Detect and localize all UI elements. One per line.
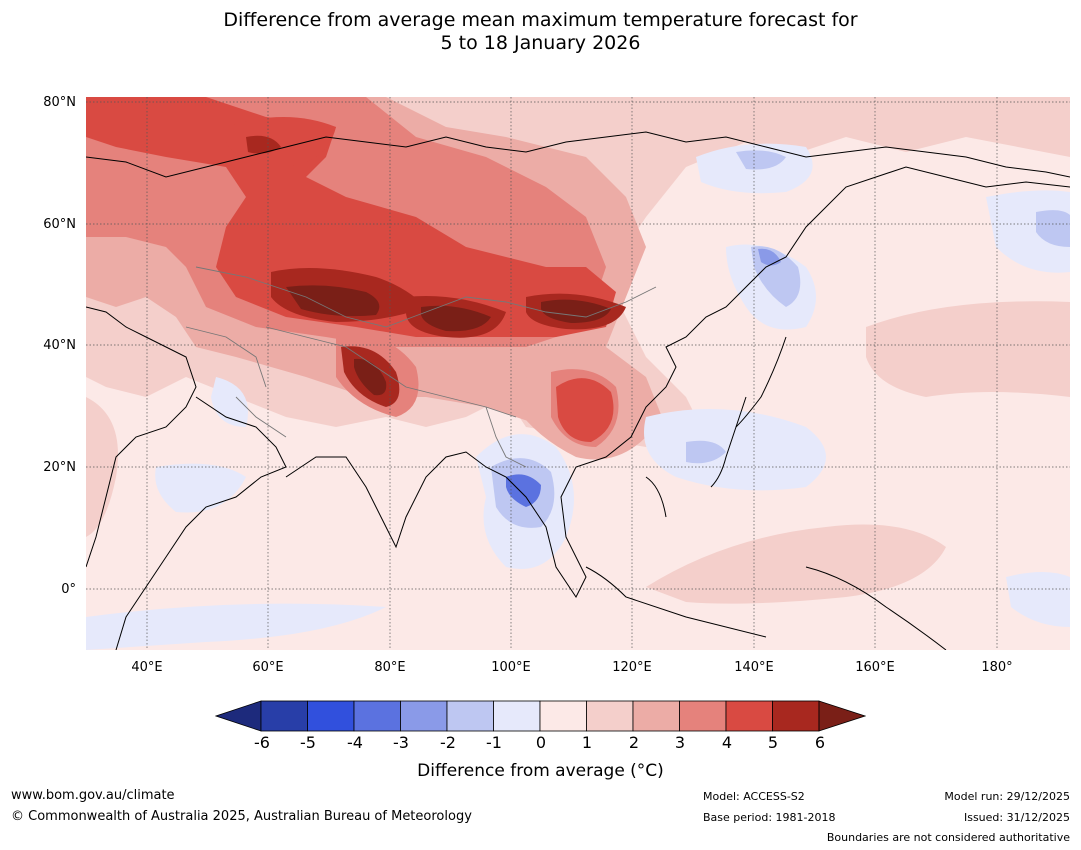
- temperature-anomaly-map[interactable]: [86, 97, 1070, 650]
- colorbar-cell: [539, 700, 587, 732]
- colorbar-tick: -1: [486, 733, 502, 752]
- graticule: [86, 97, 1070, 650]
- lat-label-80n: 80°N: [43, 95, 76, 110]
- colorbar-tick: -2: [440, 733, 456, 752]
- anomaly-over6-b: [421, 305, 491, 332]
- title-line-1: Difference from average mean maximum tem…: [223, 9, 858, 31]
- anomaly-1to2-west: [86, 397, 118, 537]
- anomaly-1to2-east: [646, 524, 946, 604]
- colorbar-label: Difference from average (°C): [417, 761, 664, 781]
- title-line-2: 5 to 18 January 2026: [440, 32, 641, 54]
- colorbar-cell: [260, 700, 308, 732]
- anomaly-4to5-ural: [226, 117, 336, 167]
- colorbar-tick: 0: [535, 733, 547, 752]
- website-link[interactable]: www.bom.gov.au/climate: [11, 788, 175, 803]
- colorbar-tick: -6: [254, 733, 270, 752]
- anomaly-5to6-ural: [246, 135, 281, 154]
- lon-label-120e: 120°E: [612, 660, 652, 675]
- colorbar-tick: -5: [300, 733, 316, 752]
- lon-label-160e: 160°E: [855, 660, 895, 675]
- colorbar-tick: 1: [581, 733, 593, 752]
- colorbar-cell: [446, 700, 494, 732]
- anomaly-4to5-china: [556, 378, 614, 442]
- colorbar-cell: [400, 700, 448, 732]
- colorbar-cell: [772, 700, 820, 732]
- anomaly-minus1-indian: [155, 463, 246, 513]
- anomaly-4to5: [86, 97, 616, 337]
- colorbar-tick: 5: [767, 733, 779, 752]
- colorbar-cell: [307, 700, 355, 732]
- colorbar-tick: -3: [393, 733, 409, 752]
- boundaries-note: Boundaries are not considered authoritat…: [826, 831, 1070, 844]
- colorbar-tick: 3: [674, 733, 686, 752]
- colorbar-cells: [214, 700, 867, 732]
- colorbar-cell: [679, 700, 727, 732]
- anomaly-over6: [286, 285, 380, 317]
- issued-date: Issued: 31/12/2025: [963, 811, 1070, 824]
- colorbar-cell: [725, 700, 773, 732]
- model-name: Model: ACCESS-S2: [703, 790, 805, 803]
- colorbar-tick: 2: [628, 733, 640, 752]
- coastlines: [86, 131, 1070, 650]
- colorbar: [214, 700, 867, 736]
- copyright-text: © Commonwealth of Australia 2025, Austra…: [11, 809, 472, 824]
- colorbar-cell: [632, 700, 680, 732]
- anomaly-minus3-japan: [758, 248, 781, 266]
- lon-label-80e: 80°E: [374, 660, 406, 675]
- lat-label-20n: 20°N: [43, 460, 76, 475]
- anomaly-minus2-arctic: [736, 150, 786, 170]
- lat-label-0: 0°: [61, 582, 76, 597]
- lon-label-100e: 100°E: [491, 660, 531, 675]
- anomaly-minus1-south: [86, 603, 386, 650]
- model-run-date: Model run: 29/12/2025: [944, 790, 1070, 803]
- colorbar-tick: 6: [814, 733, 826, 752]
- colorbar-cell: [586, 700, 634, 732]
- lat-label-60n: 60°N: [43, 217, 76, 232]
- colorbar-cell: [353, 700, 401, 732]
- anomaly-over6-c: [541, 299, 611, 323]
- colorbar-cell: [493, 700, 541, 732]
- anomaly-minus3-se-asia: [506, 474, 541, 507]
- chart-title: Difference from average mean maximum tem…: [0, 9, 1081, 55]
- colorbar-extend-low: [214, 700, 262, 732]
- anomaly-minus2-east: [1036, 210, 1070, 247]
- lon-label-40e: 40°E: [131, 660, 163, 675]
- colorbar-extend-high: [818, 700, 867, 732]
- country-borders: [185, 266, 657, 468]
- anomaly-minus2-pacific: [686, 440, 726, 464]
- anomaly-minus1-pacific: [644, 409, 826, 491]
- lon-label-180: 180°: [981, 660, 1013, 675]
- colorbar-tick: -4: [347, 733, 363, 752]
- anomaly-minus1-se-pacific: [1006, 572, 1070, 627]
- colorbar-tick: 4: [721, 733, 733, 752]
- lon-label-140e: 140°E: [734, 660, 774, 675]
- anomaly-1to2-pacific: [866, 301, 1070, 397]
- lat-label-40n: 40°N: [43, 338, 76, 353]
- anomaly-over6-tibet: [354, 358, 387, 396]
- lon-label-60e: 60°E: [252, 660, 284, 675]
- anomaly-minus1-arabia: [211, 377, 248, 427]
- base-period: Base period: 1981-2018: [703, 811, 836, 824]
